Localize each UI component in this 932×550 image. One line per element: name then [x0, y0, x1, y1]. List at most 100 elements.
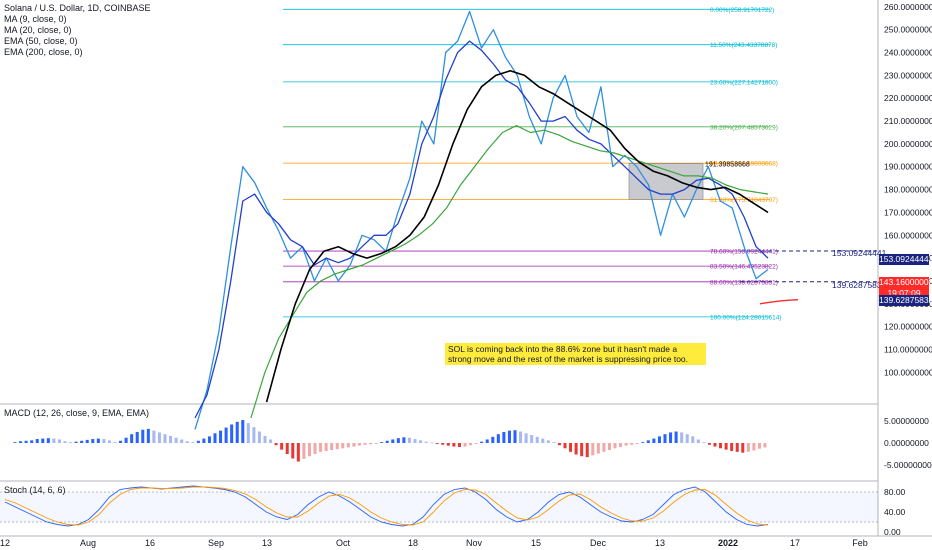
price-tick-label: 230.00000000	[884, 70, 932, 80]
fib-label: 11.50%(243.43378878)	[710, 42, 777, 49]
macd-legend[interactable]: MACD (12, 26, close, 9, EMA, EMA)	[4, 408, 150, 418]
time-tick-label: 16	[145, 538, 155, 548]
time-tick-label: 13	[655, 538, 665, 548]
macd-bar	[669, 432, 673, 443]
macd-bar	[24, 440, 28, 443]
trend-marker-line	[759, 298, 799, 305]
series-line	[250, 125, 769, 419]
price-series	[194, 10, 799, 430]
box-label: 191.39858668	[705, 162, 750, 169]
annotation-note[interactable]: SOL is coming back into the 88.6% zone b…	[445, 343, 706, 365]
macd-bar	[380, 442, 384, 443]
macd-bar	[141, 429, 145, 443]
macd-bar	[419, 440, 423, 443]
macd-bar	[502, 431, 506, 443]
price-tick-label: 120.00000000	[884, 322, 932, 332]
price-tick-label: 240.00000000	[884, 48, 932, 58]
fib-label: 88.60%(139.62875831)	[710, 279, 778, 286]
macd-bar	[646, 440, 650, 443]
macd-bar	[213, 433, 217, 443]
macd-bar	[552, 442, 556, 443]
range-rectangle[interactable]	[628, 163, 704, 200]
legend-ema200[interactable]: EMA (200, close, 0)	[4, 47, 83, 57]
macd-bar	[491, 436, 495, 443]
macd-bar	[657, 436, 661, 443]
macd-bar	[174, 437, 178, 443]
time-tick-label: 15	[531, 538, 541, 548]
time-tick-label: 12	[0, 538, 10, 548]
stoch-tick-label: 40.00	[884, 507, 906, 517]
price-tick-label: 100.00000000	[884, 367, 932, 377]
macd-bar	[107, 440, 111, 443]
legend-ma9[interactable]: MA (9, close, 0)	[4, 14, 67, 24]
time-tick-label: Aug	[80, 538, 96, 548]
macd-bar	[513, 430, 517, 443]
macd-bar	[307, 443, 311, 457]
current-price-tag: 143.16000000 19:07:09	[879, 277, 932, 299]
time-tick-label: 18	[408, 538, 418, 548]
macd-bar	[191, 442, 195, 443]
macd-bar	[452, 443, 456, 447]
macd-bar	[346, 443, 350, 448]
range-box[interactable]: 191.39858668	[628, 162, 750, 200]
macd-bar	[357, 443, 361, 446]
fib-label: 23.60%(227.14271800)	[710, 79, 778, 86]
price-tick-label: 210.00000000	[884, 116, 932, 126]
price-tag-153: 153.09244441	[879, 254, 932, 265]
macd-bar	[257, 431, 261, 443]
time-axis[interactable]: 12 Aug 16 Sep 13 Oct 18 Nov 15 Dec 13 2022 17 Feb	[0, 538, 868, 548]
macd-bar	[352, 443, 356, 447]
macd-bar	[685, 434, 689, 443]
macd-bar	[757, 443, 761, 449]
macd-bar	[313, 443, 317, 455]
macd-bar	[41, 438, 45, 443]
price-tick-label: 180.00000000	[884, 185, 932, 195]
macd-bar	[396, 438, 400, 443]
stoch-legend[interactable]: Stoch (14, 6, 6)	[4, 485, 66, 495]
macd-bar	[169, 435, 173, 443]
macd-bar	[335, 443, 339, 450]
macd-bar	[474, 443, 478, 444]
macd-bar	[557, 443, 561, 446]
macd-bar	[202, 438, 206, 443]
macd-bar	[530, 435, 534, 443]
fib-label: 100.00%(124.28015614)	[710, 314, 782, 321]
legend-ma20[interactable]: MA (20, close, 0)	[4, 25, 72, 35]
macd-bar	[241, 420, 245, 443]
macd-bar	[652, 438, 656, 443]
macd-bar	[230, 424, 234, 443]
current-price: 143.16000000	[879, 277, 932, 287]
time-tick-label: Feb	[852, 538, 868, 548]
countdown: 19:07:09	[887, 288, 921, 298]
macd-bar	[752, 443, 756, 451]
price-tick-label: 170.00000000	[884, 207, 932, 217]
stoch-band	[0, 492, 878, 522]
macd-bar	[224, 427, 228, 443]
level-139-label: 139.62875831	[832, 280, 887, 290]
macd-bar	[763, 443, 767, 448]
macd-bar	[319, 443, 323, 452]
stoch-tick-label: 80.00	[884, 487, 906, 497]
macd-bar	[30, 440, 34, 443]
price-tick-label: 160.00000000	[884, 230, 932, 240]
macd-bar	[735, 443, 739, 452]
macd-tick-label: 0.00000000	[884, 438, 929, 448]
macd-bar	[85, 439, 89, 443]
macd-bar	[124, 437, 128, 443]
macd-bar	[130, 434, 134, 443]
macd-bar	[180, 439, 184, 443]
macd-bar	[91, 439, 95, 443]
time-tick-label: Sep	[208, 538, 224, 548]
macd-bar	[580, 443, 584, 457]
macd-bar	[563, 443, 567, 449]
macd-bar	[624, 443, 628, 446]
macd-bar	[496, 434, 500, 443]
level-153-label: 153.09244441	[832, 248, 887, 258]
macd-bar	[457, 443, 461, 447]
macd-bar	[663, 434, 667, 443]
macd-bar	[535, 436, 539, 443]
price-tick-label: 110.00000000	[884, 344, 932, 354]
legend-ema50[interactable]: EMA (50, close, 0)	[4, 36, 78, 46]
macd-bar	[546, 440, 550, 443]
